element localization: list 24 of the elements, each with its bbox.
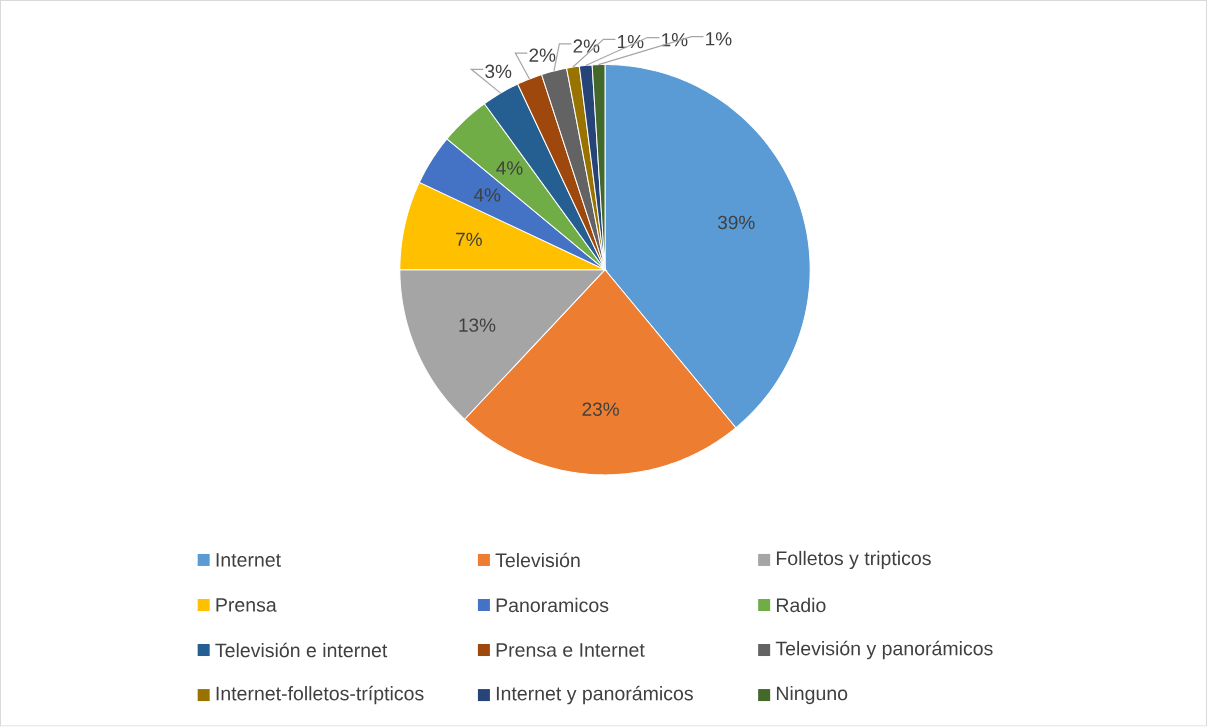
legend-label: Ninguno <box>776 686 848 705</box>
legend-label: Internet y panorámicos <box>496 686 693 705</box>
data-label: 13% <box>459 318 496 333</box>
data-label: 3% <box>485 64 512 79</box>
legend-label: Internet-folletos-trípticos <box>216 686 424 705</box>
data-label: 1% <box>706 32 732 46</box>
data-label: 2% <box>573 39 600 53</box>
legend-label: Televisión e internet <box>215 642 388 658</box>
legend-label: Prensa e Internet <box>496 643 645 658</box>
data-label: 1% <box>662 33 688 47</box>
legend-label: Prensa <box>216 598 277 612</box>
legend-label: Radio <box>776 598 826 613</box>
data-label: 1% <box>618 35 644 49</box>
legend-label: Internet <box>216 553 281 567</box>
data-label: 4% <box>496 161 523 175</box>
legend-label: Televisión y panorámicos <box>775 641 993 660</box>
legend-label: Panoramicos <box>496 598 609 613</box>
legend-label: Televisión <box>495 552 580 568</box>
data-label: 23% <box>582 402 619 417</box>
data-label: 2% <box>529 48 556 63</box>
data-label: 4% <box>473 188 501 202</box>
data-label: 7% <box>456 232 482 247</box>
legend-label: Folletos y tripticos <box>776 551 931 570</box>
data-label: 39% <box>717 215 755 230</box>
